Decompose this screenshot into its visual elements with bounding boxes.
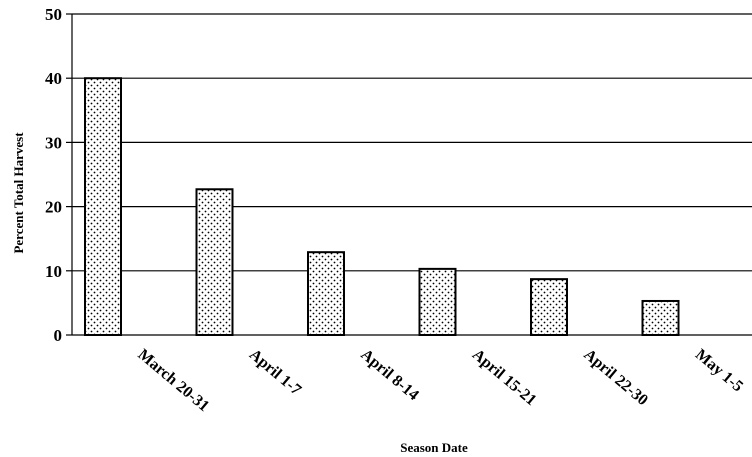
- y-tick-label-40: 40: [45, 69, 62, 88]
- y-tick-label-30: 30: [45, 133, 62, 152]
- x-tick-label-1: March 20-31: [134, 346, 212, 415]
- x-axis-label: Season Date: [400, 440, 468, 455]
- gridlines: [72, 13, 752, 272]
- x-tick-label-4: April 15-21: [469, 346, 540, 409]
- y-tick-labels: 0 10 20 30 40 50: [45, 5, 62, 345]
- bar-1: [84, 77, 122, 336]
- y-tick-label-10: 10: [45, 262, 62, 281]
- y-tick-label-0: 0: [54, 326, 63, 345]
- x-tick-label-6: May 1-5: [692, 346, 746, 395]
- x-tick-label-3: April 8-14: [357, 346, 421, 404]
- y-tick-label-50: 50: [45, 5, 62, 24]
- bar-4: [418, 267, 457, 336]
- bar-3: [307, 251, 345, 337]
- x-tick-label-2: April 1-7: [246, 346, 304, 399]
- bar-5: [530, 278, 568, 336]
- axes: [66, 13, 752, 336]
- x-tick-label-5: April 22-30: [580, 346, 651, 409]
- bars: [84, 77, 680, 337]
- y-tick-label-20: 20: [45, 198, 62, 217]
- y-axis-label: Percent Total Harvest: [11, 132, 26, 254]
- bar-6: [641, 299, 680, 336]
- x-tick-labels: March 20-31 April 1-7 April 8-14 April 15-2…: [134, 346, 746, 415]
- bar-2: [195, 188, 234, 336]
